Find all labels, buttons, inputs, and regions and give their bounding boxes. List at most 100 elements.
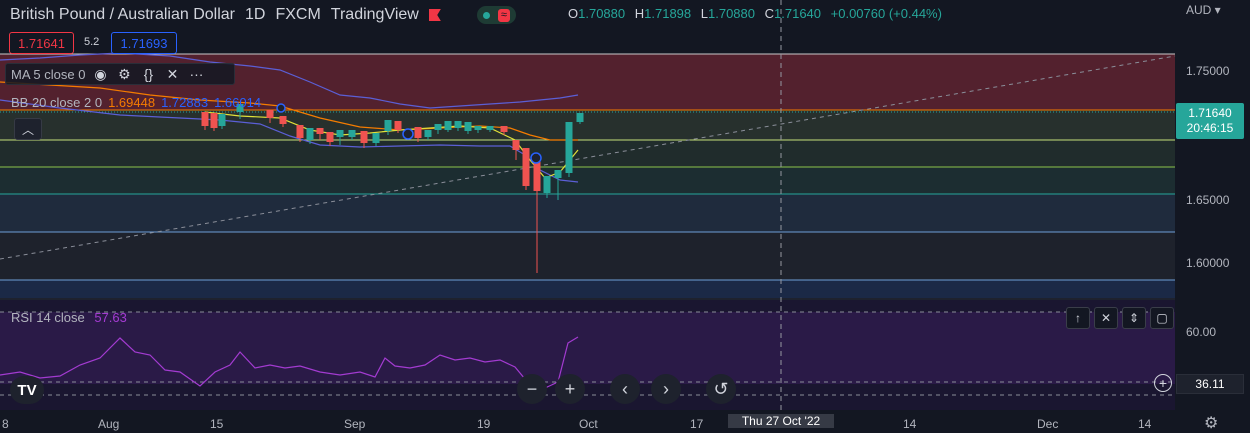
candle-body xyxy=(218,114,226,126)
ma-label: MA 5 close 0 xyxy=(11,66,86,82)
time-tick: Aug xyxy=(98,417,120,431)
plus-circle-icon[interactable]: + xyxy=(1154,374,1172,392)
zoom-in-icon[interactable]: + xyxy=(555,374,585,404)
arrow-up-icon[interactable]: ↑ xyxy=(1066,307,1090,329)
high-label: H xyxy=(634,6,645,21)
rsi-value: 57.63 xyxy=(94,310,127,325)
market-status-badge[interactable]: ≈ xyxy=(476,6,516,24)
candle-body xyxy=(464,122,472,131)
pane-toolbar: ↑ ✕ ⇕ ▢ xyxy=(1066,307,1174,329)
open-label: O xyxy=(568,6,579,21)
sell-button[interactable]: 1.71641 xyxy=(9,32,74,54)
candle-body xyxy=(434,124,442,130)
market-open-dot-icon xyxy=(482,11,490,19)
time-tick: 8 xyxy=(2,417,9,431)
candle-body xyxy=(522,148,530,186)
candle-body xyxy=(554,170,562,178)
candle-body xyxy=(210,113,218,128)
candle-body xyxy=(266,110,274,118)
collapse-icon[interactable]: ⇕ xyxy=(1122,307,1146,329)
trend-line xyxy=(0,55,1176,260)
spread-value: 5.2 xyxy=(84,36,100,48)
bar-countdown: 20:46:15 xyxy=(1186,121,1234,135)
time-tick: Dec xyxy=(1037,417,1059,431)
currency-label: AUD xyxy=(1186,3,1212,17)
open-value: 1.70880 xyxy=(578,6,626,21)
candle-body xyxy=(372,133,380,143)
last-price: 1.71640 xyxy=(1188,106,1232,120)
candle-body xyxy=(326,132,334,142)
flag-icon[interactable] xyxy=(428,9,441,21)
rsi-line xyxy=(0,336,579,389)
fib-zone xyxy=(0,280,1175,298)
candle-body xyxy=(543,176,551,193)
more-icon[interactable]: ··· xyxy=(189,66,204,82)
price-tick: 1.60000 xyxy=(1186,256,1230,270)
chevron-up-icon: ︿ xyxy=(21,122,34,137)
fullscreen-icon[interactable]: ▢ xyxy=(1150,307,1174,329)
time-tick: 17 xyxy=(690,417,704,431)
maximize-icon[interactable]: ✕ xyxy=(1094,307,1118,329)
rsi-label: RSI 14 close xyxy=(11,310,85,325)
time-tick: Oct xyxy=(579,417,598,431)
rsi-band xyxy=(0,312,1175,384)
candle-body xyxy=(500,126,508,132)
interval-label[interactable]: 1D xyxy=(245,6,266,23)
price-tick: 1.65000 xyxy=(1186,193,1230,207)
ma-indicator-legend[interactable]: MA 5 close 0 ◉ ⚙ {} ✕ ··· xyxy=(5,63,235,85)
close-value: 1.71640 xyxy=(774,6,822,21)
rsi-legend[interactable]: RSI 14 close 57.63 xyxy=(11,310,127,325)
exchange-label: FXCM xyxy=(275,6,321,23)
candle-body xyxy=(336,130,344,137)
settings-icon[interactable]: ⚙ xyxy=(1204,415,1219,432)
candle-body xyxy=(414,127,422,138)
gear-icon[interactable]: ⚙ xyxy=(118,65,131,82)
collapse-legend-button[interactable]: ︿ xyxy=(14,118,42,140)
tradingview-logo[interactable]: TV xyxy=(10,376,44,404)
candle-body xyxy=(533,156,541,191)
change-value: +0.00760 (+0.44%) xyxy=(830,6,942,21)
eye-icon[interactable]: ◉ xyxy=(94,65,107,82)
time-tick: 14 xyxy=(903,417,917,431)
bb-basis-value: 1.69448 xyxy=(108,94,156,110)
price-axis-bg xyxy=(1175,0,1250,428)
currency-dropdown[interactable]: AUD ▾ xyxy=(1186,3,1221,17)
last-price-tag: 1.71640 20:46:15 xyxy=(1176,103,1244,139)
candle-body xyxy=(565,122,573,173)
bb-label: BB 20 close 2 0 xyxy=(11,94,103,110)
scroll-left-icon[interactable]: ‹ xyxy=(610,374,640,404)
rsi-tick: 60.00 xyxy=(1186,325,1217,339)
candle-body xyxy=(360,131,368,143)
zoom-out-icon[interactable]: − xyxy=(517,374,547,404)
candle-body xyxy=(279,116,287,124)
symbol-title[interactable]: British Pound / Australian Dollar xyxy=(10,6,235,23)
candle-body xyxy=(348,130,356,137)
candle-body xyxy=(486,126,494,130)
close-icon[interactable]: ✕ xyxy=(166,65,179,82)
braces-icon[interactable]: {} xyxy=(143,66,154,82)
fib-zone xyxy=(0,194,1175,232)
crosshair-date-tag: Thu 27 Oct '22 xyxy=(728,414,834,428)
fib-zone xyxy=(0,110,1175,140)
buy-button[interactable]: 1.71693 xyxy=(111,32,177,54)
candle-body xyxy=(236,104,244,112)
close-label: C xyxy=(764,6,775,21)
bb-indicator-legend[interactable]: BB 20 close 2 0 1.69448 1.72883 1.66014 xyxy=(5,91,261,113)
event-marker xyxy=(530,152,542,164)
platform-label: TradingView xyxy=(330,6,419,23)
candle-body xyxy=(316,128,324,134)
candle-body xyxy=(424,130,432,137)
time-tick: 14 xyxy=(1138,417,1152,431)
ohlc-readout: O1.70880 H1.71898 L1.70880 C1.71640 +0.0… xyxy=(568,6,948,21)
candle-body xyxy=(384,120,392,131)
candle-body xyxy=(576,113,584,122)
high-value: 1.71898 xyxy=(644,6,692,21)
fib-zone xyxy=(0,167,1175,194)
candle-body xyxy=(474,126,482,130)
low-label: L xyxy=(700,6,708,21)
scroll-right-icon[interactable]: › xyxy=(651,374,681,404)
time-tick: 15 xyxy=(210,417,224,431)
reset-icon[interactable]: ↺ xyxy=(706,374,736,404)
candle-body xyxy=(394,121,402,130)
